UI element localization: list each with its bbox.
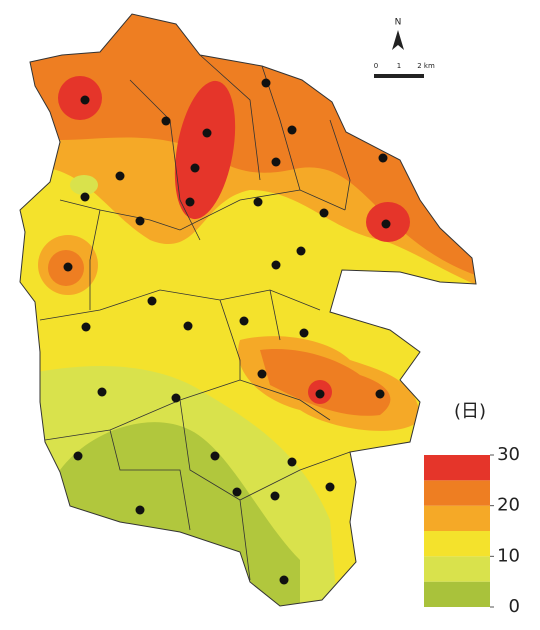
- legend-unit: (日): [454, 401, 486, 422]
- station-dot: [135, 216, 145, 226]
- station-dot: [183, 321, 193, 331]
- station-dot: [375, 389, 385, 399]
- station-dot: [287, 125, 297, 135]
- scale-label: 1: [397, 62, 401, 70]
- legend-band: [424, 455, 490, 481]
- station-dot: [261, 78, 271, 88]
- scale-bar: 0 1 2 km: [374, 62, 435, 78]
- legend-band: [424, 505, 490, 531]
- station-dot: [171, 393, 181, 403]
- station-dot: [253, 197, 263, 207]
- station-dot: [279, 575, 289, 585]
- station-dot: [271, 260, 281, 270]
- legend-band: [424, 531, 490, 557]
- station-dot: [115, 171, 125, 181]
- station-dot: [81, 322, 91, 332]
- station-dot: [210, 451, 220, 461]
- station-dot: [271, 157, 281, 167]
- station-dot: [80, 95, 90, 105]
- north-label: N: [395, 18, 402, 28]
- station-dot: [73, 451, 83, 461]
- scale-label: 2 km: [417, 62, 435, 70]
- legend-band: [424, 480, 490, 506]
- station-dot: [257, 369, 267, 379]
- station-dot: [270, 491, 280, 501]
- station-dot: [232, 487, 242, 497]
- legend-tick-label: 10: [497, 545, 520, 566]
- station-dot: [161, 116, 171, 126]
- legend-tick-label: 20: [497, 495, 520, 516]
- legend-tick-label: 0: [509, 596, 520, 617]
- station-dot: [325, 482, 335, 492]
- station-dot: [378, 153, 388, 163]
- stations: [63, 78, 391, 585]
- station-dot: [239, 316, 249, 326]
- legend-tick-label: 30: [497, 444, 520, 465]
- scale-label: 0: [374, 62, 378, 70]
- north-arrow: [392, 30, 404, 50]
- station-dot: [319, 208, 329, 218]
- legend-band: [424, 581, 490, 607]
- station-dot: [287, 457, 297, 467]
- station-dot: [190, 163, 200, 173]
- station-dot: [381, 219, 391, 229]
- ward-borders: [39, 54, 351, 581]
- station-dot: [299, 328, 309, 338]
- station-dot: [185, 197, 195, 207]
- station-dot: [80, 192, 90, 202]
- station-dot: [296, 246, 306, 256]
- station-dot: [315, 389, 325, 399]
- station-dot: [97, 387, 107, 397]
- legend: 30 20 10 0: [424, 444, 520, 617]
- station-dot: [135, 505, 145, 515]
- station-dot: [202, 128, 212, 138]
- station-dot: [63, 262, 73, 272]
- legend-band: [424, 556, 490, 582]
- station-dot: [147, 296, 157, 306]
